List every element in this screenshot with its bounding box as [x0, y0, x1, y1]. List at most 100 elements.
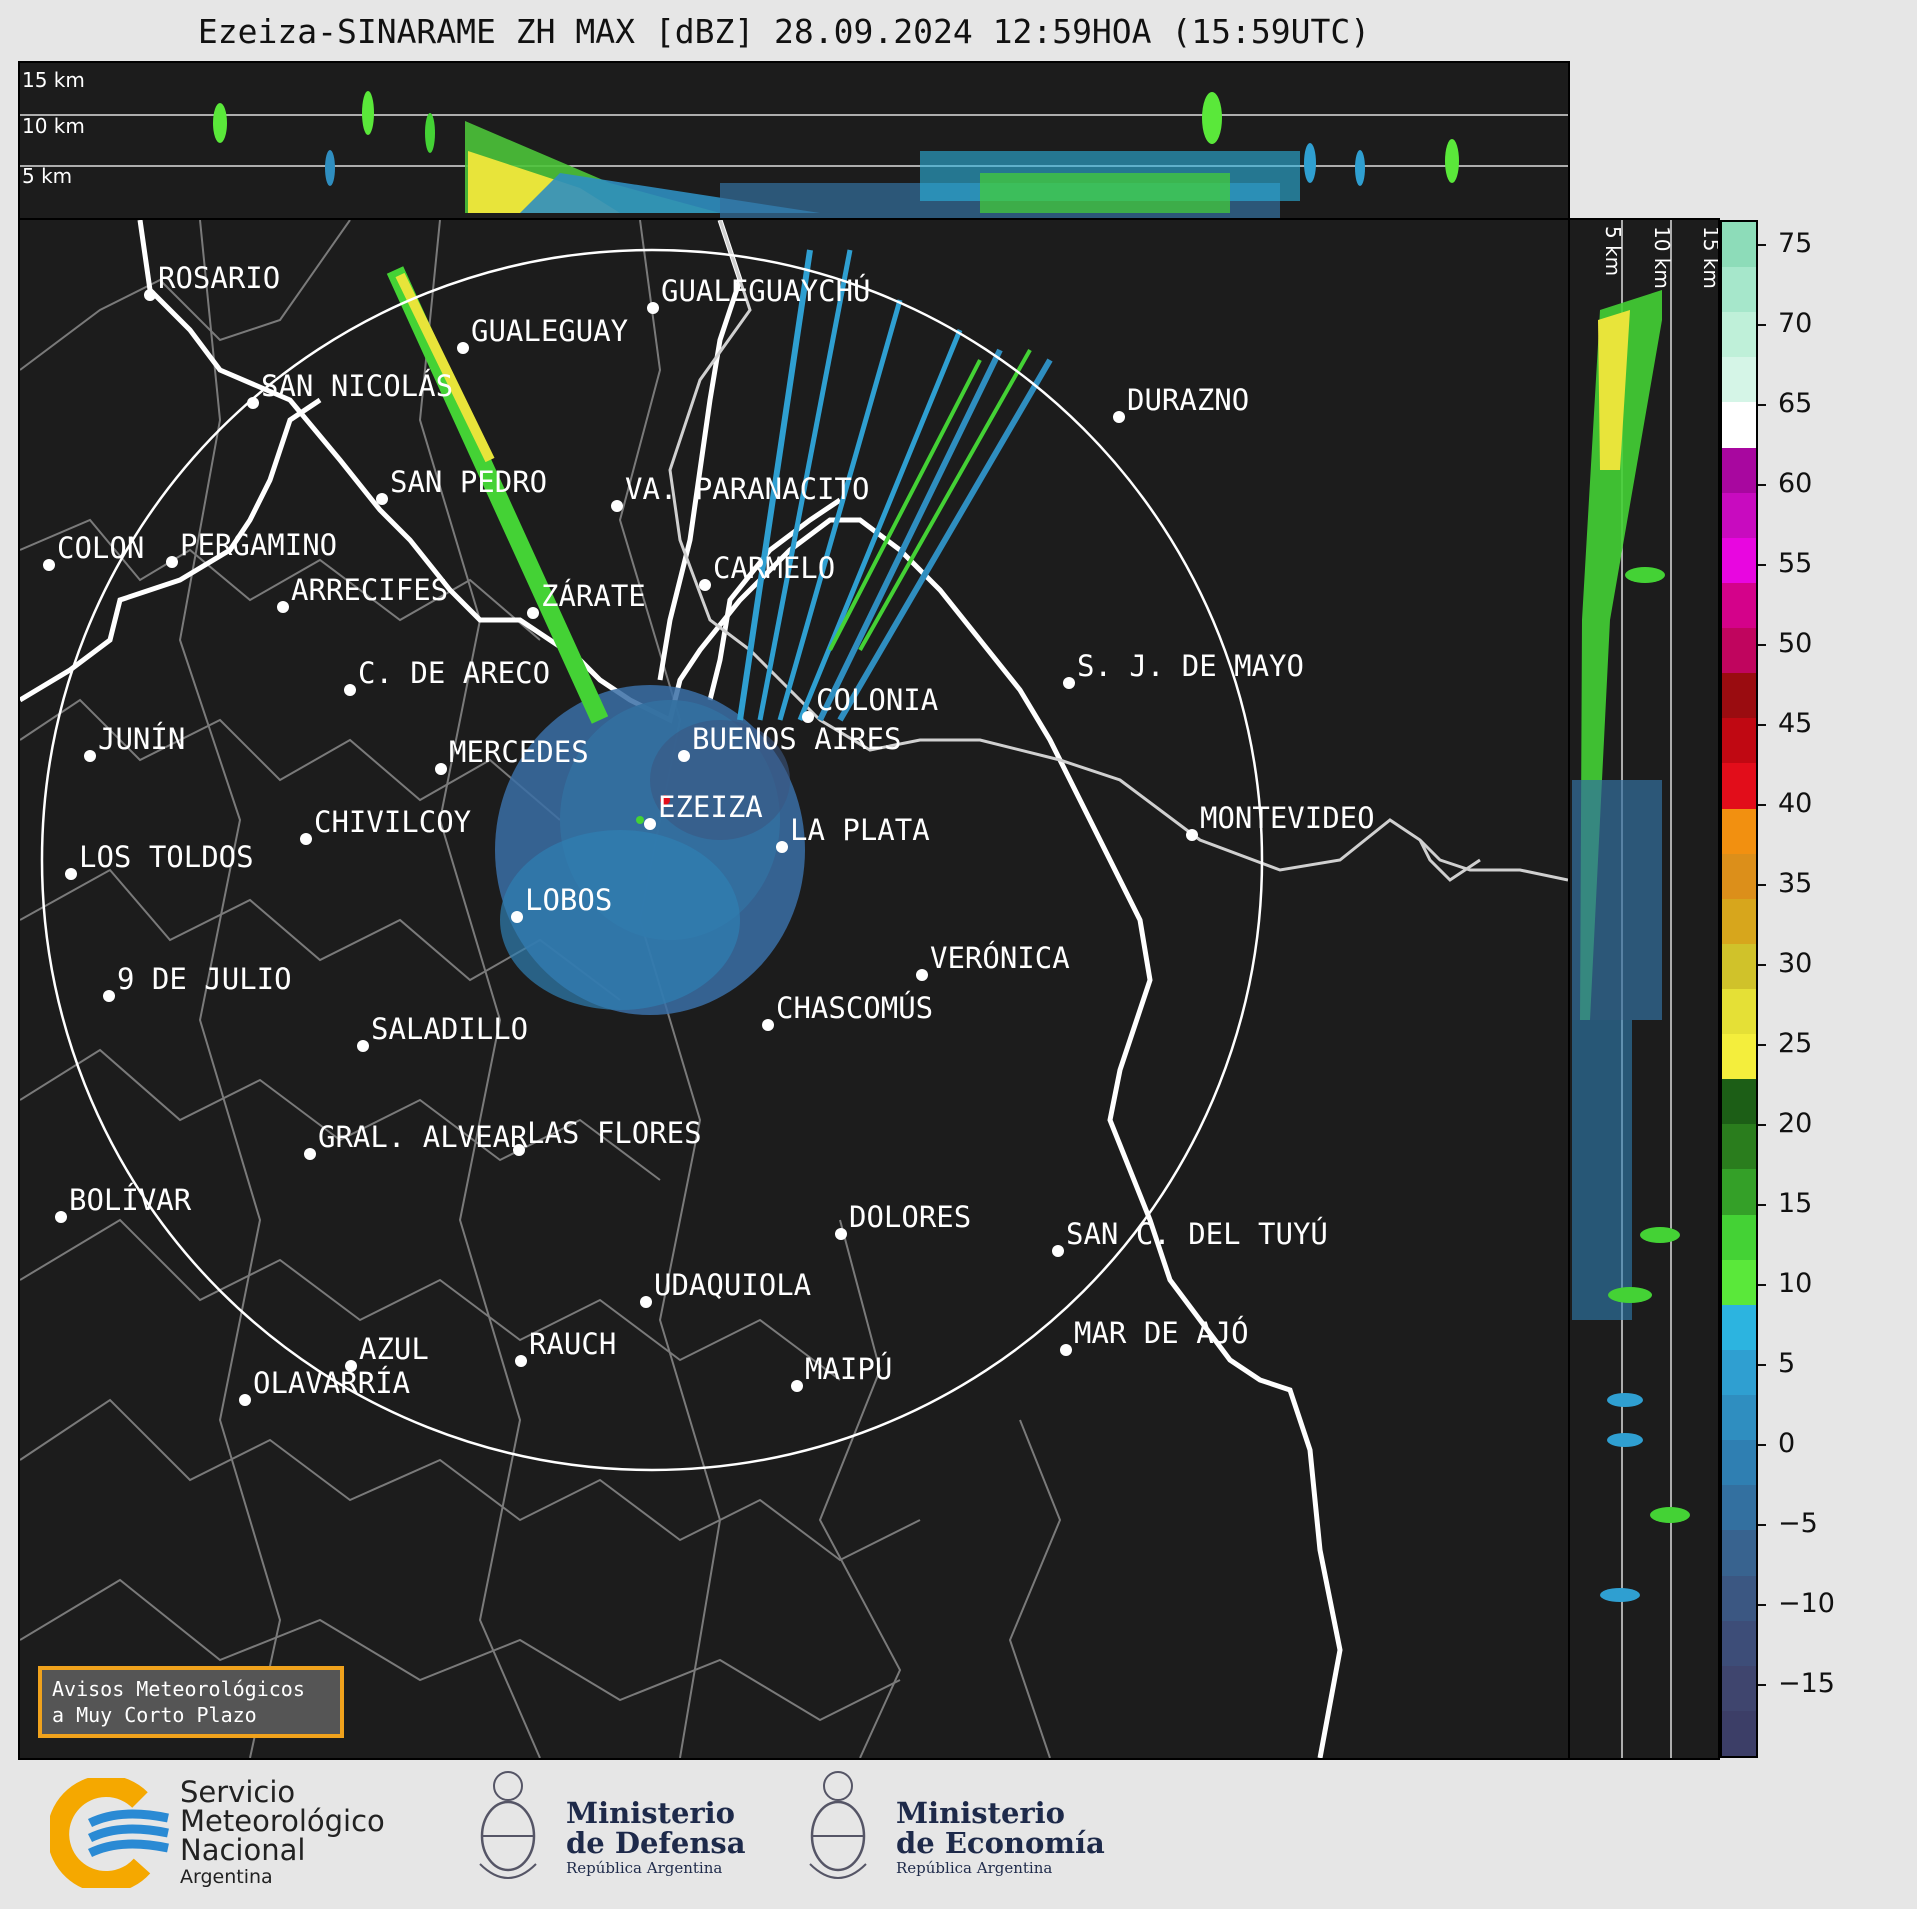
side-profile-echoes: [1572, 290, 1690, 1602]
svg-text:CARMELO: CARMELO: [713, 551, 835, 585]
colorbar-tick-mark: [1758, 1684, 1766, 1686]
city-carmelo: CARMELO: [699, 551, 835, 591]
svg-text:BUENOS AIRES: BUENOS AIRES: [692, 722, 902, 756]
economia-coat-of-arms-icon: [802, 1764, 874, 1894]
svg-text:VA. PARANACITO: VA. PARANACITO: [625, 472, 869, 506]
radar-range-ring: [40, 248, 1264, 1472]
city-9-de-julio: 9 DE JULIO: [103, 962, 292, 1002]
colorbar-segment: [1722, 537, 1756, 584]
city-montevideo: MONTEVIDEO: [1186, 801, 1375, 841]
city-los-toldos: LOS TOLDOS: [65, 840, 254, 880]
colorbar-segment: [1722, 1079, 1756, 1125]
smn-logo-icon: [50, 1778, 170, 1888]
colorbar-tick-label: 70: [1778, 308, 1813, 339]
svg-text:MONTEVIDEO: MONTEVIDEO: [1200, 801, 1375, 835]
colorbar-tick-mark: [1758, 484, 1766, 486]
colorbar-tick-label: 55: [1778, 548, 1813, 579]
colorbar-tick-mark: [1758, 804, 1766, 806]
colorbar-tick-mark: [1758, 244, 1766, 246]
colorbar-segment: [1722, 492, 1756, 539]
svg-text:RAUCH: RAUCH: [529, 1327, 616, 1361]
colorbar-segment: [1722, 582, 1756, 629]
city-junin: JUNÍN: [84, 722, 185, 762]
colorbar-tick-label: 30: [1778, 948, 1813, 979]
svg-text:CHASCOMÚS: CHASCOMÚS: [776, 991, 933, 1025]
top-profile-echoes: [213, 91, 1459, 218]
city-san-pedro: SAN PEDRO: [376, 465, 547, 505]
svg-text:SALADILLO: SALADILLO: [371, 1012, 528, 1046]
city-durazno: DURAZNO: [1113, 383, 1249, 423]
side-height-label-15km: 15 km: [1699, 226, 1718, 289]
colorbar-tick-label: 45: [1778, 708, 1813, 739]
city-dolores: DOLORES: [835, 1200, 971, 1240]
city-mercedes: MERCEDES: [435, 735, 589, 775]
colorbar-tick-mark: [1758, 564, 1766, 566]
colorbar-tick-label: 25: [1778, 1028, 1813, 1059]
svg-text:GUALEGUAYCHÚ: GUALEGUAYCHÚ: [661, 274, 871, 308]
svg-text:VERÓNICA: VERÓNICA: [930, 941, 1070, 975]
colorbar-segment: [1722, 853, 1756, 900]
warning-box: Avisos Meteorológicos a Muy Corto Plazo: [38, 1666, 344, 1738]
colorbar-segment: [1722, 1485, 1756, 1531]
colorbar-tick-label: 5: [1778, 1348, 1796, 1379]
colorbar-segment: [1722, 222, 1756, 268]
city-markers: ROSARIO GUALEGUAYCHÚ GUALEGUAY SAN NICOL…: [43, 261, 1375, 1406]
colorbar-segment: [1722, 312, 1756, 358]
svg-text:ZÁRATE: ZÁRATE: [541, 579, 646, 613]
colorbar-segment: [1722, 1665, 1756, 1712]
city-rosario: ROSARIO: [144, 261, 280, 301]
colorbar-segment: [1722, 628, 1756, 674]
colorbar-tick-mark: [1758, 1604, 1766, 1606]
colorbar-tick-mark: [1758, 1524, 1766, 1526]
colorbar-tick-mark: [1758, 1204, 1766, 1206]
colorbar-tick-mark: [1758, 644, 1766, 646]
svg-text:JUNÍN: JUNÍN: [98, 722, 185, 756]
city-zarate: ZÁRATE: [527, 579, 646, 619]
svg-text:ARRECIFES: ARRECIFES: [291, 573, 448, 607]
side-height-label-5km: 5 km: [1601, 226, 1625, 276]
colorbar-tick-label: 75: [1778, 228, 1813, 259]
height-label-5km: 5 km: [22, 164, 72, 188]
height-label-10km: 10 km: [22, 114, 85, 138]
colorbar-segment: [1722, 763, 1756, 810]
defensa-logo-text: Ministerio de Defensa República Argentin…: [566, 1796, 746, 1877]
city-bolivar: BOLÍVAR: [55, 1183, 192, 1223]
svg-text:EZEIZA: EZEIZA: [658, 790, 763, 824]
colorbar-segment: [1722, 943, 1756, 990]
city-pergamino: PERGAMINO: [166, 528, 337, 568]
colorbar-segment: [1722, 1395, 1756, 1441]
colorbar-segment: [1722, 357, 1756, 403]
colorbar-segment: [1722, 1530, 1756, 1577]
colorbar-segment: [1722, 267, 1756, 313]
svg-text:COLON: COLON: [57, 531, 144, 565]
city-va-paranacito: VA. PARANACITO: [611, 472, 869, 512]
svg-text:MERCEDES: MERCEDES: [449, 735, 589, 769]
colorbar-segment: [1722, 673, 1756, 719]
height-label-15km: 15 km: [22, 68, 85, 92]
colorbar-segment: [1722, 989, 1756, 1035]
svg-text:SAN PEDRO: SAN PEDRO: [390, 465, 547, 499]
smn-logo-text: Servicio Meteorológico Nacional Argentin…: [180, 1775, 385, 1889]
svg-text:COLONIA: COLONIA: [816, 683, 938, 717]
colorbar-segment: [1722, 808, 1756, 855]
city-maipu: MAIPÚ: [791, 1352, 892, 1392]
city-gral-alvear: GRAL. ALVEAR: [304, 1120, 528, 1160]
city-olavarria: OLAVARRÍA: [239, 1366, 410, 1406]
colorbar-segment: [1722, 1169, 1756, 1216]
svg-text:GUALEGUAY: GUALEGUAY: [471, 314, 628, 348]
city-mar-de-ajo: MAR DE AJÓ: [1060, 1316, 1249, 1356]
svg-text:LAS FLORES: LAS FLORES: [527, 1116, 702, 1150]
svg-text:PERGAMINO: PERGAMINO: [180, 528, 337, 562]
svg-text:MAR DE AJÓ: MAR DE AJÓ: [1074, 1316, 1249, 1350]
colorbar-tick-mark: [1758, 1124, 1766, 1126]
city-las-flores: LAS FLORES: [513, 1116, 702, 1156]
city-c-de-areco: C. DE ARECO: [344, 656, 550, 696]
city-chivilcoy: CHIVILCOY: [300, 805, 471, 845]
colorbar-segment: [1722, 1575, 1756, 1622]
svg-text:LOBOS: LOBOS: [525, 883, 612, 917]
colorbar-tick-mark: [1758, 1044, 1766, 1046]
svg-text:MAIPÚ: MAIPÚ: [805, 1352, 892, 1386]
colorbar-segment: [1722, 1124, 1756, 1170]
city-ezeiza: EZEIZA: [644, 790, 763, 830]
colorbar-tick-label: 65: [1778, 388, 1813, 419]
